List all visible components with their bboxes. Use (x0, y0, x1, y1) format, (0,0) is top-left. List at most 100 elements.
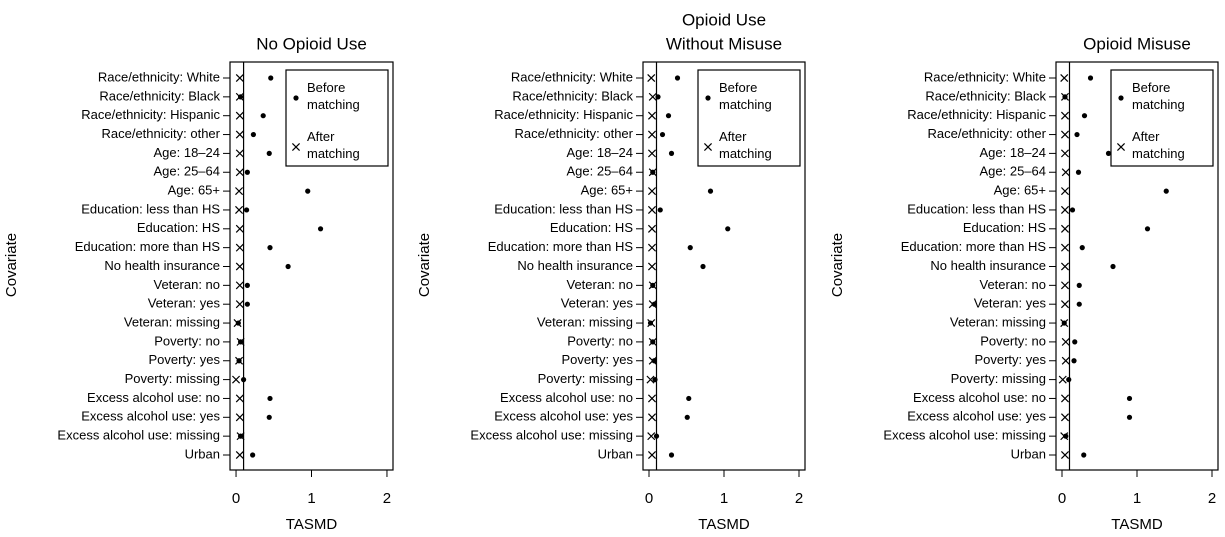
x-tick-label: 2 (383, 490, 391, 507)
y-tick-label: Education: less than HS (494, 201, 633, 216)
cross (647, 413, 657, 422)
legend-marker (705, 95, 711, 101)
legend-frame (697, 69, 801, 167)
dot (668, 452, 675, 458)
dot (700, 263, 706, 270)
y-tick-label: Race/ethnicity: White (924, 69, 1046, 84)
legend-marker (1118, 95, 1124, 101)
y-tick-label: Race/ethnicity: Black (99, 88, 220, 103)
dot (260, 113, 266, 119)
y-tick-label: Race/ethnicity: White (98, 69, 220, 84)
x-tick-label: 1 (1133, 490, 1141, 507)
cross (1060, 224, 1070, 233)
legend-label: After matching (1132, 129, 1185, 161)
y-tick-label: Veteran: missing (124, 314, 220, 329)
dot (244, 169, 250, 175)
y-tick-label: Poverty: missing (538, 371, 633, 386)
cross (648, 337, 657, 346)
x-tick-label: 0 (1058, 490, 1066, 507)
cross (647, 187, 657, 196)
y-tick-label: Poverty: no (567, 333, 633, 348)
cross (235, 149, 244, 158)
dot (240, 377, 247, 383)
x-tick-label: 2 (795, 490, 803, 507)
cross (235, 130, 244, 139)
y-tick-label: Veteran: missing (537, 314, 633, 329)
dot (1087, 75, 1094, 81)
dot (707, 188, 714, 194)
dot (1069, 207, 1076, 213)
cross (647, 205, 657, 214)
cross (1061, 337, 1070, 346)
dot (1144, 226, 1151, 232)
y-tick-label: Excess alcohol use: missing (883, 428, 1046, 443)
cross (1060, 432, 1069, 441)
legend-marker (703, 142, 713, 152)
cross (233, 319, 242, 328)
legend-label: After matching (307, 129, 360, 161)
legend-label: Before matching (719, 80, 772, 112)
y-axis-label: Covariate (416, 233, 433, 297)
dot (725, 226, 731, 232)
dot (266, 150, 272, 156)
y-tick-label: Race/ethnicity: Black (925, 88, 1046, 103)
dot (659, 131, 666, 138)
y-tick-label: Age: 18–24 (153, 145, 220, 160)
dot (1126, 414, 1133, 420)
dot (317, 226, 324, 232)
y-tick-label: Age: 25–64 (153, 164, 220, 179)
cross (235, 205, 244, 214)
y-tick-label: Excess alcohol use: missing (57, 428, 220, 443)
dot (674, 75, 681, 81)
y-tick-label: Urban (598, 446, 633, 461)
cross (647, 130, 657, 139)
cross (1058, 375, 1067, 384)
y-tick-label: Poverty: yes (561, 352, 633, 367)
y-tick-label: Age: 18–24 (566, 145, 633, 160)
dot (1163, 188, 1169, 194)
cross (235, 450, 244, 460)
x-tick-label: 0 (232, 490, 240, 507)
y-axis-label: Covariate (829, 233, 846, 297)
dot (305, 188, 311, 194)
cross (1060, 149, 1070, 158)
dot (250, 131, 256, 138)
y-tick-label: Education: HS (550, 220, 633, 235)
cross (1060, 243, 1070, 252)
x-axis-label: TASMD (286, 516, 338, 533)
x-axis-label: TASMD (698, 516, 750, 533)
dot (1063, 433, 1069, 439)
cross (235, 413, 244, 422)
dot (1071, 358, 1077, 364)
cross (646, 375, 655, 384)
y-tick-label: Veteran: yes (148, 296, 221, 311)
cross (1061, 168, 1070, 177)
y-tick-label: Poverty: no (154, 333, 220, 348)
dot (651, 358, 657, 364)
y-tick-label: Excess alcohol use: yes (907, 409, 1046, 424)
x-axis-label: TASMD (1111, 516, 1163, 533)
x-tick-label: 2 (1208, 490, 1216, 507)
cross (1060, 319, 1069, 328)
y-tick-label: Education: more than HS (488, 239, 634, 254)
legend-label: Before matching (307, 80, 360, 112)
cross (1060, 413, 1070, 422)
legend-marker (291, 142, 301, 152)
y-tick-label: No health insurance (930, 258, 1046, 273)
y-tick-label: Urban (1011, 446, 1046, 461)
dot (668, 150, 675, 156)
y-tick-label: Age: 65+ (581, 183, 633, 198)
dot (266, 414, 272, 420)
dot (1105, 150, 1112, 156)
y-tick-label: Veteran: no (567, 277, 634, 292)
x-tick-label: 1 (307, 490, 315, 507)
cross (235, 187, 244, 196)
y-tick-label: No health insurance (104, 258, 220, 273)
y-tick-label: Poverty: missing (951, 371, 1046, 386)
cross (235, 111, 244, 120)
y-tick-label: Age: 18–24 (979, 145, 1046, 160)
y-tick-label: Poverty: yes (974, 352, 1046, 367)
y-tick-label: Education: HS (963, 220, 1046, 235)
cross (1060, 92, 1070, 101)
dot (665, 113, 672, 119)
